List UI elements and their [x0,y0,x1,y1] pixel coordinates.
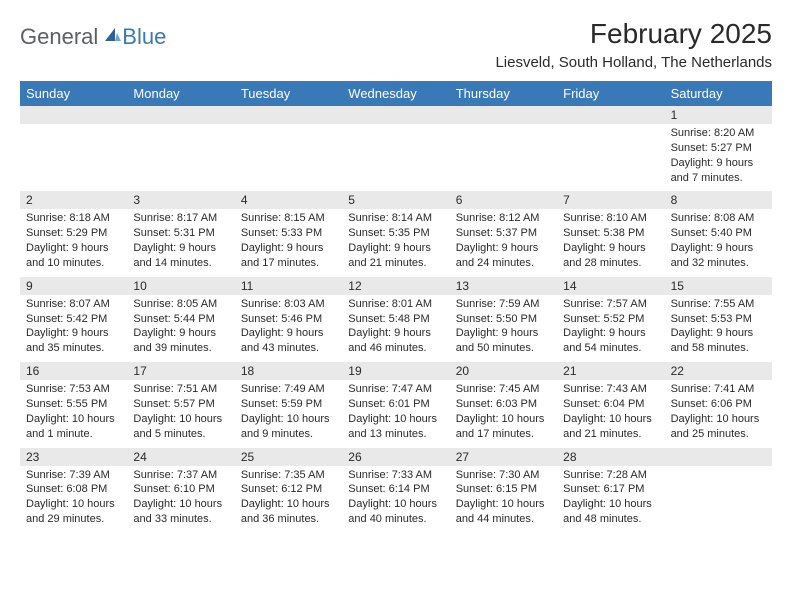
title-block: February 2025 Liesveld, South Holland, T… [495,18,772,71]
day-details: Sunrise: 8:03 AMSunset: 5:46 PMDaylight:… [235,295,342,362]
day-details [127,124,234,191]
day-details: Sunrise: 8:01 AMSunset: 5:48 PMDaylight:… [342,295,449,362]
dow-saturday: Saturday [665,81,772,106]
day-details: Sunrise: 8:08 AMSunset: 5:40 PMDaylight:… [665,209,772,276]
day-details: Sunrise: 8:14 AMSunset: 5:35 PMDaylight:… [342,209,449,276]
day-details: Sunrise: 8:07 AMSunset: 5:42 PMDaylight:… [20,295,127,362]
day-number: 18 [235,362,342,380]
day-details: Sunrise: 8:15 AMSunset: 5:33 PMDaylight:… [235,209,342,276]
day-details: Sunrise: 7:55 AMSunset: 5:53 PMDaylight:… [665,295,772,362]
day-details: Sunrise: 7:45 AMSunset: 6:03 PMDaylight:… [450,380,557,447]
day-number: 24 [127,448,234,466]
day-details [342,124,449,191]
day-details: Sunrise: 7:43 AMSunset: 6:04 PMDaylight:… [557,380,664,447]
day-details [20,124,127,191]
day-details: Sunrise: 7:41 AMSunset: 6:06 PMDaylight:… [665,380,772,447]
calendar-grid: Sunday Monday Tuesday Wednesday Thursday… [20,81,772,533]
day-number [557,106,664,124]
day-details: Sunrise: 7:51 AMSunset: 5:57 PMDaylight:… [127,380,234,447]
day-details: Sunrise: 8:05 AMSunset: 5:44 PMDaylight:… [127,295,234,362]
day-number: 21 [557,362,664,380]
day-number: 7 [557,191,664,209]
day-details: Sunrise: 7:30 AMSunset: 6:15 PMDaylight:… [450,466,557,533]
day-details [665,466,772,533]
day-details [235,124,342,191]
day-details [557,124,664,191]
dow-monday: Monday [127,81,234,106]
day-number: 26 [342,448,449,466]
day-number: 16 [20,362,127,380]
day-number: 8 [665,191,772,209]
brand-general: General [20,24,98,50]
sail-icon [102,25,122,50]
day-number-row: 1 [20,106,772,124]
dow-sunday: Sunday [20,81,127,106]
dow-tuesday: Tuesday [235,81,342,106]
dow-friday: Friday [557,81,664,106]
day-number: 4 [235,191,342,209]
day-number: 1 [665,106,772,124]
day-number: 22 [665,362,772,380]
day-details: Sunrise: 7:57 AMSunset: 5:52 PMDaylight:… [557,295,664,362]
day-of-week-header: Sunday Monday Tuesday Wednesday Thursday… [20,81,772,106]
day-details: Sunrise: 7:28 AMSunset: 6:17 PMDaylight:… [557,466,664,533]
day-number: 17 [127,362,234,380]
day-details: Sunrise: 8:12 AMSunset: 5:37 PMDaylight:… [450,209,557,276]
day-number-row: 2345678 [20,191,772,209]
day-number [665,448,772,466]
day-number [127,106,234,124]
day-number: 23 [20,448,127,466]
day-number: 14 [557,277,664,295]
day-number: 28 [557,448,664,466]
day-details-row: Sunrise: 8:07 AMSunset: 5:42 PMDaylight:… [20,295,772,362]
day-number: 12 [342,277,449,295]
day-details: Sunrise: 7:47 AMSunset: 6:01 PMDaylight:… [342,380,449,447]
brand-logo: General Blue [20,18,166,50]
day-number: 25 [235,448,342,466]
location-subtitle: Liesveld, South Holland, The Netherlands [495,54,772,71]
day-details: Sunrise: 7:49 AMSunset: 5:59 PMDaylight:… [235,380,342,447]
day-number [450,106,557,124]
page-title: February 2025 [495,18,772,50]
day-number-row: 16171819202122 [20,362,772,380]
day-details-row: Sunrise: 7:39 AMSunset: 6:08 PMDaylight:… [20,466,772,533]
day-number-row: 9101112131415 [20,277,772,295]
dow-thursday: Thursday [450,81,557,106]
day-details-row: Sunrise: 8:20 AMSunset: 5:27 PMDaylight:… [20,124,772,191]
header-row: General Blue February 2025 Liesveld, Sou… [20,18,772,71]
day-number: 19 [342,362,449,380]
day-number: 20 [450,362,557,380]
day-number [20,106,127,124]
day-details: Sunrise: 7:53 AMSunset: 5:55 PMDaylight:… [20,380,127,447]
day-number: 5 [342,191,449,209]
day-details-row: Sunrise: 7:53 AMSunset: 5:55 PMDaylight:… [20,380,772,447]
day-details-row: Sunrise: 8:18 AMSunset: 5:29 PMDaylight:… [20,209,772,276]
day-number [342,106,449,124]
day-number [235,106,342,124]
day-number: 10 [127,277,234,295]
day-number: 6 [450,191,557,209]
day-details: Sunrise: 8:18 AMSunset: 5:29 PMDaylight:… [20,209,127,276]
weeks-container: 1Sunrise: 8:20 AMSunset: 5:27 PMDaylight… [20,106,772,533]
day-number: 11 [235,277,342,295]
calendar-page: General Blue February 2025 Liesveld, Sou… [0,0,792,543]
day-details: Sunrise: 7:35 AMSunset: 6:12 PMDaylight:… [235,466,342,533]
day-details: Sunrise: 7:59 AMSunset: 5:50 PMDaylight:… [450,295,557,362]
day-details [450,124,557,191]
day-number: 2 [20,191,127,209]
day-number: 13 [450,277,557,295]
day-details: Sunrise: 8:10 AMSunset: 5:38 PMDaylight:… [557,209,664,276]
day-details: Sunrise: 7:37 AMSunset: 6:10 PMDaylight:… [127,466,234,533]
dow-wednesday: Wednesday [342,81,449,106]
day-details: Sunrise: 7:39 AMSunset: 6:08 PMDaylight:… [20,466,127,533]
day-details: Sunrise: 7:33 AMSunset: 6:14 PMDaylight:… [342,466,449,533]
day-number: 3 [127,191,234,209]
day-number: 15 [665,277,772,295]
day-details: Sunrise: 8:17 AMSunset: 5:31 PMDaylight:… [127,209,234,276]
brand-blue: Blue [122,24,166,50]
day-number-row: 232425262728 [20,448,772,466]
day-details: Sunrise: 8:20 AMSunset: 5:27 PMDaylight:… [665,124,772,191]
day-number: 9 [20,277,127,295]
day-number: 27 [450,448,557,466]
